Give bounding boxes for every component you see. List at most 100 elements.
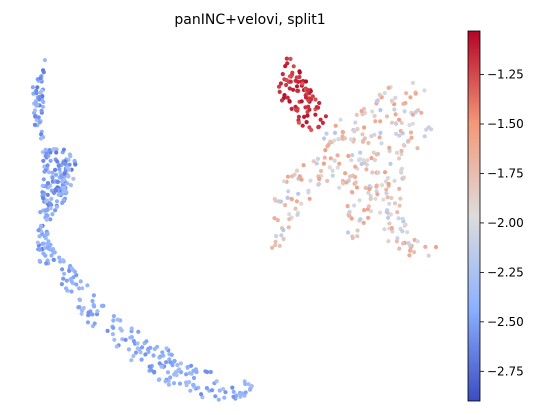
scatter-point — [397, 117, 402, 122]
scatter-point — [193, 367, 198, 372]
scatter-point — [37, 258, 42, 263]
scatter-point — [378, 130, 383, 135]
scatter-point — [338, 117, 343, 122]
scatter-point — [38, 136, 44, 141]
scatter-point — [52, 250, 57, 255]
scatter-point — [368, 193, 373, 199]
colorbar — [467, 30, 481, 402]
scatter-point — [34, 91, 39, 96]
scatter-point — [60, 179, 65, 184]
scatter-point — [111, 318, 116, 323]
scatter-point — [308, 97, 314, 102]
scatter-point — [317, 176, 322, 182]
scatter-point — [426, 253, 431, 258]
scatter-point — [295, 88, 300, 93]
scatter-point — [412, 250, 417, 255]
scatter-point — [347, 213, 352, 218]
scatter-point — [384, 114, 390, 119]
scatter-point — [123, 337, 128, 342]
scatter-point — [361, 106, 367, 111]
scatter-point — [281, 228, 286, 233]
scatter-point — [285, 195, 290, 200]
scatter-point — [62, 171, 67, 176]
scatter-point — [346, 153, 351, 159]
scatter-point — [152, 346, 157, 352]
scatter-point — [306, 188, 311, 193]
scatter-point — [280, 72, 285, 77]
scatter-point — [243, 381, 248, 387]
scatter-point — [118, 326, 123, 331]
scatter-point — [296, 114, 301, 119]
scatter-point — [37, 120, 42, 125]
scatter-point — [99, 303, 105, 308]
scatter-point — [133, 350, 139, 355]
scatter-point — [307, 125, 312, 130]
scatter-point — [387, 201, 392, 206]
scatter-point — [165, 370, 171, 375]
scatter-point — [378, 119, 383, 124]
scatter-point — [43, 153, 48, 158]
scatter-point — [375, 151, 381, 156]
scatter-point — [374, 183, 379, 188]
scatter-point — [343, 171, 348, 176]
scatter-point — [40, 104, 46, 109]
scatter-point — [120, 337, 125, 342]
scatter-point — [131, 353, 136, 359]
scatter-point — [345, 204, 350, 209]
scatter-point — [399, 148, 404, 153]
scatter-point — [45, 245, 50, 250]
scatter-point — [316, 125, 321, 130]
scatter-point — [390, 99, 395, 104]
scatter-point — [61, 147, 66, 152]
scatter-point — [64, 278, 69, 283]
scatter-point — [294, 107, 299, 113]
scatter-point — [389, 195, 394, 201]
scatter-point — [77, 286, 82, 291]
scatter-point — [146, 349, 151, 355]
scatter-point — [42, 234, 47, 239]
scatter-point — [166, 382, 171, 387]
scatter-point — [85, 283, 90, 288]
scatter-point — [51, 247, 56, 252]
scatter-point — [284, 78, 289, 83]
scatter-point — [316, 181, 321, 187]
scatter-point — [30, 85, 35, 90]
scatter-point — [129, 358, 134, 363]
scatter-point — [287, 217, 292, 222]
scatter-point — [68, 154, 73, 159]
scatter-point — [60, 200, 65, 205]
scatter-point — [40, 150, 45, 155]
scatter-point — [296, 120, 301, 125]
scatter-point — [65, 165, 70, 170]
scatter-point — [72, 269, 78, 274]
scatter-point — [129, 335, 134, 340]
scatter-point — [328, 156, 333, 161]
scatter-point — [276, 84, 282, 89]
scatter-point — [358, 157, 363, 162]
scatter-point — [168, 360, 173, 365]
scatter-point — [400, 216, 405, 221]
scatter-point — [392, 107, 397, 112]
scatter-point — [51, 257, 56, 262]
scatter-point — [189, 363, 194, 368]
scatter-point — [376, 170, 381, 175]
scatter-point — [187, 380, 192, 385]
scatter-point — [383, 179, 389, 184]
scatter-point — [401, 175, 406, 180]
scatter-point — [370, 170, 375, 175]
scatter-point — [401, 241, 406, 246]
scatter-point — [62, 271, 67, 276]
scatter-point — [223, 390, 228, 395]
scatter-point — [63, 189, 69, 194]
scatter-point — [335, 153, 340, 158]
scatter-point — [386, 239, 391, 244]
scatter-point — [388, 212, 394, 217]
scatter-point — [293, 206, 298, 211]
scatter-point — [191, 382, 196, 387]
scatter-point — [363, 185, 368, 190]
scatter-point — [303, 79, 309, 84]
scatter-point — [285, 95, 290, 100]
scatter-point — [46, 170, 52, 175]
scatter-point — [409, 135, 414, 140]
scatter-point — [43, 208, 48, 213]
